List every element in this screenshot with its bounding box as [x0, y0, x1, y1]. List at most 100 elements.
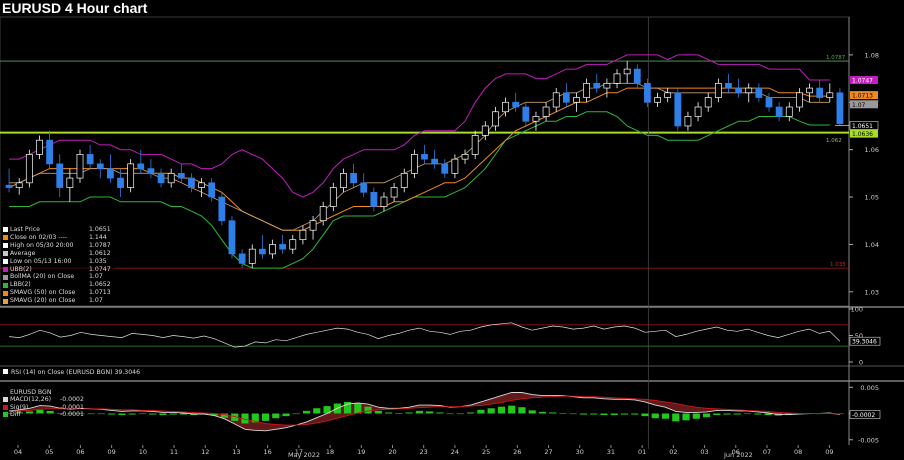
legend-value: 1.0651 [89, 226, 111, 233]
resistance-label: 1.0787 [826, 55, 846, 61]
legend-value: 1.07 [89, 297, 103, 305]
sig-value: -0.0001 [60, 403, 84, 411]
diff-bar [77, 412, 85, 414]
price-tag-label: 1.0747 [852, 78, 873, 85]
macd-value: -0.0002 [60, 396, 84, 404]
candle-up [451, 158, 459, 174]
x-tick-label: 13 [232, 448, 240, 456]
legend-label: LBB(2) [10, 281, 31, 289]
macd-title: EURUSD BGN [10, 389, 52, 396]
diff-bar [354, 403, 362, 414]
candle-down [137, 163, 145, 169]
diff-bar [169, 413, 177, 415]
candle-up [603, 82, 611, 89]
legend-row: UBB(2) 1.0747 [3, 266, 115, 274]
candle-up [127, 163, 135, 188]
x-tick-label: 30 [576, 448, 584, 456]
candle-down [836, 92, 844, 124]
legend-swatch [3, 259, 8, 265]
diff-bar [210, 413, 218, 416]
diff-bar [743, 413, 752, 415]
legend-swatch [3, 274, 8, 280]
macd-value-label: -0.0002 [852, 412, 875, 419]
legend-row: Last Price 1.0651 [3, 226, 115, 234]
candle-down [258, 248, 266, 255]
candle-down [157, 172, 165, 184]
diff-bar [682, 413, 690, 421]
candle-down [238, 253, 246, 264]
x-tick-label: 08 [794, 448, 802, 456]
x-tick-label: 26 [513, 448, 521, 456]
legend-value: 1.0652 [89, 281, 111, 289]
x-tick-label: 06 [732, 448, 740, 456]
legend-value: 1.0747 [89, 265, 111, 273]
legend-row: BollMA (20) on Close 1.07 [3, 273, 115, 281]
candle-up [461, 154, 469, 160]
macd-value-tag [849, 410, 881, 419]
diff-bar [313, 408, 321, 414]
price-tag-label: 1.0713 [852, 93, 873, 100]
x-tick-label: 18 [326, 448, 334, 456]
legend-row: Low on 05/13 16:00 1.035 [3, 258, 115, 266]
legend-row: SMAVG (50) on Close 1.0713 [3, 289, 115, 297]
x-tick-label: 11 [170, 448, 178, 456]
month-label-may: May 2022 [288, 451, 321, 459]
diff-label: Diff [10, 410, 21, 418]
diff-bar [241, 413, 249, 424]
candle-up [15, 182, 23, 188]
candle-down [441, 163, 449, 174]
diff-bar [559, 412, 567, 414]
candle-up [198, 182, 205, 188]
candle-down [188, 177, 195, 188]
x-tick-label: 10 [139, 448, 147, 456]
diff-bar [692, 413, 700, 419]
candle-down [177, 172, 185, 179]
y-tick-label: 1.03 [865, 288, 879, 296]
rsi-title: RSI (14) on Close (EURUSD BGN) 39.3046 [11, 369, 141, 376]
candle-up [319, 206, 327, 222]
x-tick-label: 02 [669, 448, 677, 456]
diff-bar [538, 411, 547, 414]
candle-up [481, 125, 489, 136]
diff-bar [251, 413, 259, 423]
candle-up [25, 154, 33, 184]
diff-bar [528, 410, 536, 414]
legend-swatch [3, 266, 8, 272]
diff-bar [97, 413, 106, 415]
candle-up [704, 97, 712, 108]
sig-legend-row: Sig(9) -0.0001 [3, 404, 84, 411]
candle-up [684, 116, 692, 127]
diff-bar [446, 413, 454, 415]
x-tick-label: 06 [76, 448, 84, 456]
legend-swatch [3, 243, 8, 249]
candle-up [623, 68, 631, 75]
diff-bar [36, 409, 44, 414]
candle-up [694, 106, 702, 117]
y-tick-label: 1.05 [865, 194, 879, 202]
diff-bar [5, 412, 13, 414]
candle-up [583, 82, 591, 98]
candle-up [745, 87, 753, 94]
diff-bar [220, 413, 229, 418]
x-tick-label: 09 [107, 448, 115, 456]
candle-down [674, 92, 682, 127]
legend-swatch [3, 227, 8, 233]
diff-bar [385, 412, 393, 414]
candle-up [309, 220, 317, 231]
candle-up [66, 177, 74, 188]
diff-bar [159, 413, 167, 416]
smavg20-line [9, 82, 830, 231]
x-tick-label: 05 [45, 448, 53, 456]
candle-down [735, 87, 742, 94]
rsi-legend: RSI (14) on Close (EURUSD BGN) 39.3046 [3, 369, 140, 376]
diff-bar [426, 411, 434, 414]
legend-swatch [3, 251, 8, 257]
macd-legend: EURUSD BGN MACD(12,26) -0.0002 Sig(9) -0.0… [3, 389, 84, 418]
price-tag-label: 1.07 [852, 102, 866, 109]
diff-bar [46, 410, 54, 414]
month-label-jun: Jun 2022 [724, 451, 753, 459]
candle-down [431, 158, 439, 165]
diff-bar [754, 413, 762, 415]
candle-up [502, 101, 509, 113]
